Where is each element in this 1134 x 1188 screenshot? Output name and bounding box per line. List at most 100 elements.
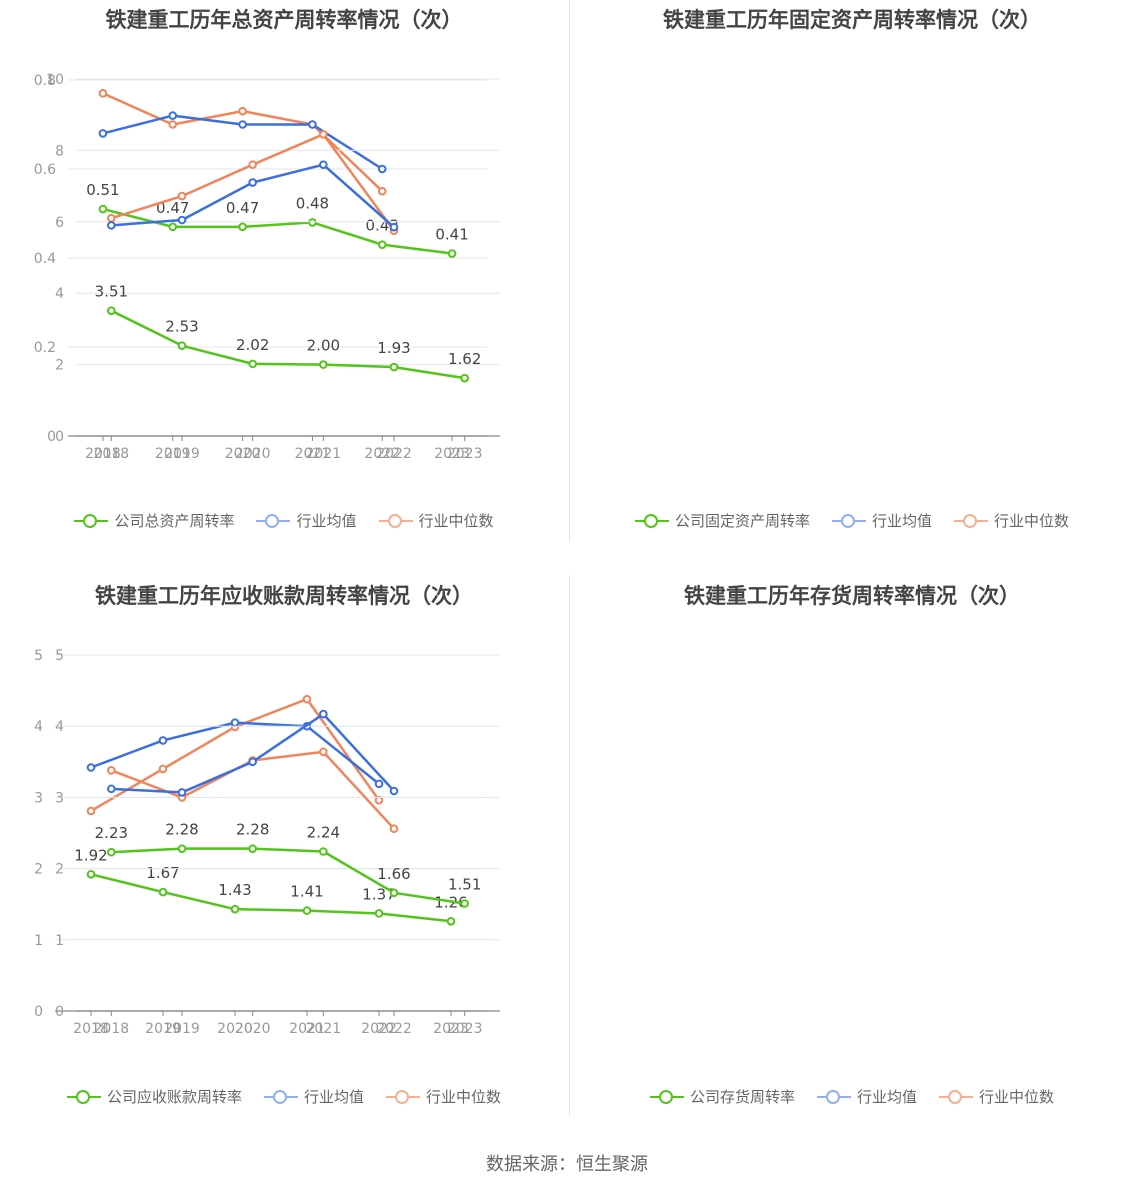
legend-item-industry-avg[interactable]: 行业均值 xyxy=(256,510,357,531)
data-label: 1.41 xyxy=(290,883,323,901)
data-point-industry_median xyxy=(302,694,312,704)
x-tick-label: 2020 xyxy=(225,446,261,462)
y-tick-label: 4 xyxy=(55,286,64,302)
x-tick-label: 2023 xyxy=(433,1021,469,1037)
legend-item-company[interactable]: 公司总资产周转率 xyxy=(74,510,234,531)
legend-median-icon xyxy=(939,1089,973,1104)
data-point-company xyxy=(107,306,116,315)
y-tick-label: 0.8 xyxy=(34,73,56,89)
data-point-industry_avg xyxy=(389,786,399,796)
legend-item-industry-median[interactable]: 行业中位数 xyxy=(954,510,1069,531)
x-tick-label: 2023 xyxy=(447,1021,483,1037)
legend-item-industry-avg[interactable]: 行业均值 xyxy=(831,510,932,531)
legend-label: 行业均值 xyxy=(871,512,932,530)
legend: 公司固定资产周转率 行业均值 行业中位数 xyxy=(570,510,1134,531)
data-point-industry_median xyxy=(238,106,247,116)
legend-item-company[interactable]: 公司应收账款周转率 xyxy=(66,1086,242,1107)
legend-median-icon xyxy=(378,513,413,528)
data-label: 1.67 xyxy=(146,864,179,882)
data-label: 2.24 xyxy=(307,824,340,842)
legend-company-icon xyxy=(74,513,109,528)
x-tick-label: 2020 xyxy=(235,1021,271,1037)
series-line-company xyxy=(111,847,465,905)
x-tick-label: 2022 xyxy=(361,1021,397,1037)
data-point-industry_avg xyxy=(238,120,247,129)
total-asset-turnover-chart: 铁建重工历年总资产周转率情况（次） 0 0.2 0.4 0.6 0.8 2018 2019 2… xyxy=(0,0,568,545)
data-point-industry_avg xyxy=(248,757,257,767)
data-point-industry_median xyxy=(98,89,108,98)
series-line-industry_median xyxy=(90,697,381,813)
legend-item-industry-avg[interactable]: 行业均值 xyxy=(263,1086,364,1107)
data-label: 1.92 xyxy=(74,846,107,864)
x-tick-label: 2021 xyxy=(306,1021,342,1037)
data-point-industry_avg xyxy=(319,709,328,719)
data-label: 0.47 xyxy=(156,199,189,217)
data-label: 2.02 xyxy=(236,336,269,354)
x-tick-label: 2022 xyxy=(364,446,400,462)
x-tick-label: 2019 xyxy=(164,446,200,462)
legend-item-industry-median[interactable]: 行业中位数 xyxy=(386,1086,501,1107)
x-tick-label: 2021 xyxy=(306,446,342,462)
legend-label: 行业中位数 xyxy=(418,512,494,530)
legend-item-company[interactable]: 公司存货周转率 xyxy=(649,1086,795,1107)
y-tick-label: 3 xyxy=(55,790,64,806)
data-label: 2.53 xyxy=(165,318,198,336)
legend-item-industry-median[interactable]: 行业中位数 xyxy=(378,510,494,531)
data-point-industry_median xyxy=(374,795,384,805)
data-point-company xyxy=(319,847,328,856)
legend: 公司总资产周转率 行业均值 行业中位数 xyxy=(0,510,568,531)
legend-label: 行业中位数 xyxy=(979,1088,1055,1106)
data-point-company xyxy=(389,362,399,372)
data-label: 1.43 xyxy=(218,881,251,899)
data-label: 1.51 xyxy=(448,875,481,893)
data-point-industry_avg xyxy=(158,736,168,745)
data-point-company xyxy=(177,341,187,350)
data-label: 1.62 xyxy=(448,350,481,368)
data-source-note: 数据来源：恒生聚源 xyxy=(486,1154,648,1175)
plot-area: 0 1 2 3 4 5 2018 2019 2020 2021 2022 2023 2.23 2.28 2.… xyxy=(55,648,500,1037)
data-point-industry_avg xyxy=(168,111,178,120)
data-point-industry_avg xyxy=(377,164,387,174)
data-point-company xyxy=(86,869,96,879)
legend-item-industry-avg[interactable]: 行业均值 xyxy=(816,1086,917,1107)
legend-label: 行业均值 xyxy=(303,1088,364,1106)
data-point-industry_median xyxy=(107,766,116,775)
x-tick-label: 2023 xyxy=(434,446,470,462)
x-tick-label: 2020 xyxy=(217,1021,253,1037)
data-point-industry_avg xyxy=(177,788,187,797)
data-point-company xyxy=(319,360,328,369)
legend-item-industry-median[interactable]: 行业中位数 xyxy=(939,1086,1054,1107)
legend-company-icon xyxy=(649,1089,684,1104)
chart-title: 铁建重工历年固定资产周转率情况（次） xyxy=(663,8,1041,32)
data-point-company xyxy=(302,906,312,915)
y-tick-label: 0.6 xyxy=(34,162,56,178)
data-point-company xyxy=(308,218,317,227)
legend-label: 行业均值 xyxy=(856,1088,917,1106)
y-tick-label: 8 xyxy=(55,143,64,159)
y-tick-label: 6 xyxy=(55,215,64,231)
legend-label: 公司总资产周转率 xyxy=(114,512,235,530)
data-point-company xyxy=(168,222,178,232)
series-line-industry_avg xyxy=(90,721,380,785)
x-tick-label: 2018 xyxy=(73,1021,109,1037)
x-tick-label: 2023 xyxy=(447,446,483,462)
data-label: 2.23 xyxy=(95,824,128,842)
legend-item-company[interactable]: 公司固定资产周转率 xyxy=(634,510,810,531)
chart-title: 铁建重工历年存货周转率情况（次） xyxy=(684,584,1020,608)
legend: 公司应收账款周转率 行业均值 行业中位数 xyxy=(0,1086,568,1107)
data-point-industry_avg xyxy=(107,784,116,794)
legend-avg-icon xyxy=(816,1089,851,1104)
x-tick-label: 2022 xyxy=(376,1021,412,1037)
data-label: 3.51 xyxy=(95,283,128,301)
series-line-company xyxy=(110,309,465,380)
data-point-company xyxy=(248,844,257,853)
data-point-company xyxy=(377,240,387,249)
data-point-industry_avg xyxy=(389,222,399,232)
data-point-industry_avg xyxy=(308,120,317,129)
legend-company-icon xyxy=(634,513,669,528)
x-tick-label: 2020 xyxy=(235,446,271,462)
data-point-company xyxy=(230,904,240,914)
y-tick-label: 0 xyxy=(34,1004,43,1020)
y-tick-label: 1 xyxy=(34,933,43,949)
plot-area: 0 0.2 0.4 0.6 0.8 2018 2019 2020 2021 2022 2023 0.5… xyxy=(34,73,487,462)
